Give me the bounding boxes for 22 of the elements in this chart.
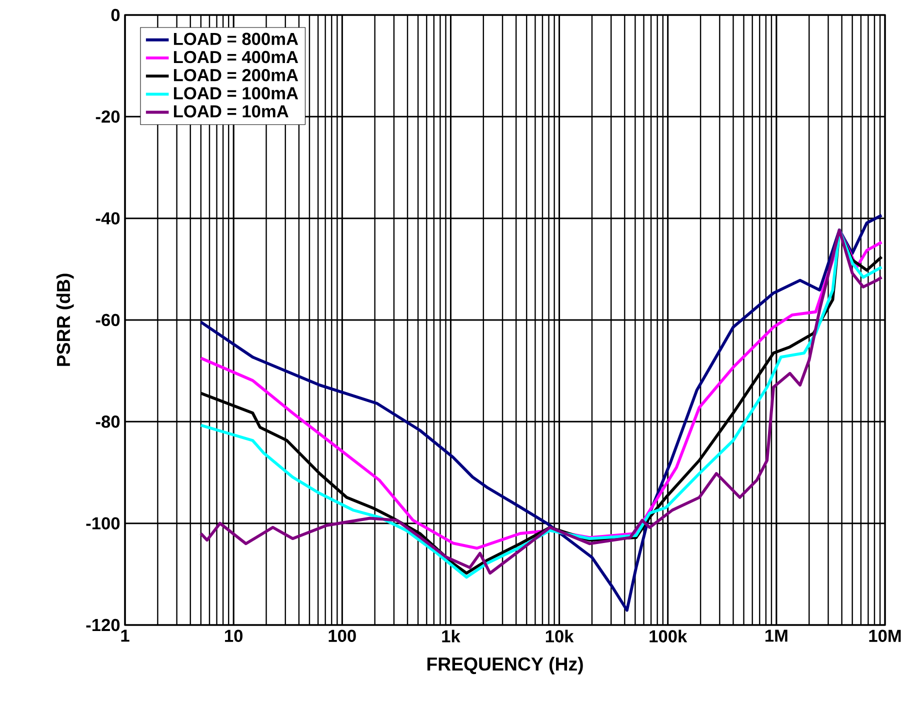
x-tick-label: 10k bbox=[546, 630, 574, 642]
x-axis-title: FREQUENCY (Hz) bbox=[427, 656, 583, 674]
y-tick-label: -100 bbox=[86, 517, 120, 530]
y-tick-label: -80 bbox=[96, 416, 120, 428]
legend-label: LOAD = 400mA bbox=[174, 50, 298, 64]
y-axis-title: PSRR (dB) bbox=[56, 274, 74, 366]
legend-label: LOAD = 800mA bbox=[174, 32, 298, 46]
y-tick-label: -40 bbox=[96, 212, 120, 224]
x-tick-label: 100k bbox=[650, 630, 688, 642]
y-tick-label: -20 bbox=[96, 110, 120, 123]
legend-label: LOAD = 200mA bbox=[174, 69, 298, 82]
x-tick-label: 10 bbox=[225, 630, 243, 642]
x-tick-label: 100 bbox=[328, 630, 356, 642]
x-tick-label: 1 bbox=[121, 630, 130, 642]
x-tick-label: 1k bbox=[442, 630, 460, 642]
y-tick-label: 0 bbox=[111, 8, 120, 22]
legend-label: LOAD = 100mA bbox=[174, 87, 298, 100]
x-tick-label: 1M bbox=[765, 630, 788, 642]
y-tick-label: -60 bbox=[96, 314, 120, 326]
legend-label: LOAD = 10mA bbox=[174, 105, 288, 118]
x-tick-label: 10M bbox=[869, 630, 901, 642]
y-tick-label: -120 bbox=[86, 618, 120, 632]
